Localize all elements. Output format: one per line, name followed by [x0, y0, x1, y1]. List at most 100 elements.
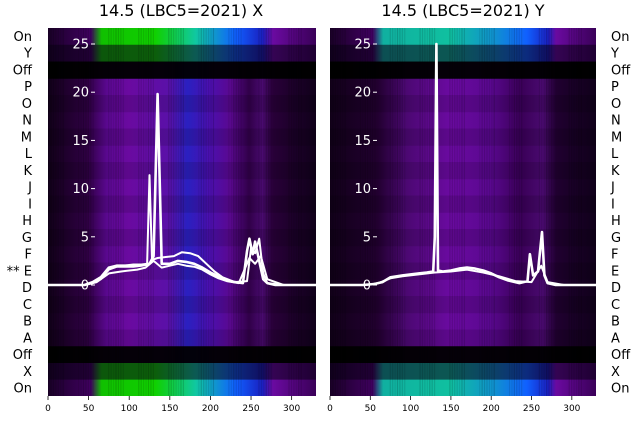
heatmap-row — [330, 28, 596, 46]
heatmap-streak — [330, 28, 332, 396]
heatmap-streak — [451, 28, 453, 396]
heatmap-streak — [258, 28, 260, 396]
row-label: P — [611, 80, 619, 95]
heatmap-streak — [538, 28, 540, 396]
heatmap-streak — [230, 28, 232, 396]
heatmap-streak — [364, 28, 366, 396]
heatmap-streak — [145, 28, 147, 396]
heatmap-streak — [431, 28, 433, 396]
x-tick-label: 200 — [483, 404, 500, 414]
heatmap-streak — [342, 28, 344, 396]
heatmap-streak — [516, 28, 518, 396]
row-label: O — [22, 97, 32, 112]
y-tick-label: 10 — [72, 182, 89, 197]
row-label: H — [22, 214, 32, 229]
row-label: On — [14, 382, 32, 397]
y-tick-label: 5 — [81, 230, 89, 245]
x-tick-label: 100 — [121, 404, 138, 414]
heatmap-streak — [389, 28, 391, 396]
heatmap-streak — [369, 28, 371, 396]
heatmap-streak — [483, 28, 486, 396]
heatmap-streak — [300, 28, 302, 396]
heatmap-streak — [295, 28, 297, 396]
heatmap-streak — [513, 28, 515, 396]
heatmap-streak — [55, 28, 57, 396]
row-label: On — [14, 30, 32, 45]
row-label: On — [611, 30, 629, 45]
row-label: P — [24, 80, 32, 95]
row-label: B — [23, 315, 32, 330]
heatmap-streak — [120, 28, 122, 396]
heatmap-streak — [421, 28, 424, 396]
x-tick-label: 250 — [242, 404, 259, 414]
heatmap-streak — [177, 28, 180, 396]
heatmap-streak — [344, 28, 346, 396]
heatmap-streak — [80, 28, 82, 396]
row-label: E — [611, 264, 619, 279]
row-label: X — [23, 365, 32, 380]
y-tick-label: 0 — [363, 279, 371, 294]
heatmap-streak — [454, 28, 456, 396]
heatmap-streak — [210, 28, 212, 396]
heatmap-streak — [173, 28, 175, 396]
heatmap-streak — [374, 28, 376, 396]
heatmap-streak — [521, 28, 523, 396]
heatmap-streak — [339, 28, 341, 396]
heatmap-streak — [394, 28, 396, 396]
heatmap-streak — [198, 28, 200, 396]
heatmap-row — [330, 61, 596, 79]
heatmap-streak — [568, 28, 570, 396]
row-label: F — [611, 248, 618, 263]
row-label: K — [611, 164, 620, 179]
heatmap-streak — [140, 28, 142, 396]
y-tick-label: 15 — [72, 134, 89, 149]
heatmap-row — [48, 195, 316, 213]
heatmap-row — [48, 296, 316, 314]
row-label: K — [23, 164, 32, 179]
heatmap-streak — [212, 28, 215, 396]
heatmap-streak — [48, 28, 50, 396]
heatmap-streak — [481, 28, 483, 396]
row-label: Off — [13, 348, 33, 363]
heatmap-streak — [396, 28, 399, 396]
heatmap-row — [330, 128, 596, 146]
heatmap-streak — [108, 28, 110, 396]
heatmap-streak — [404, 28, 406, 396]
heatmap-streak — [207, 28, 210, 396]
x-tick-label: 0 — [327, 404, 333, 414]
heatmap-streak — [573, 28, 575, 396]
heatmap-streak — [298, 28, 300, 396]
heatmap-streak — [168, 28, 170, 396]
heatmap-streak — [449, 28, 451, 396]
row-label: G — [22, 231, 32, 246]
heatmap-streak — [458, 28, 461, 396]
heatmap-row — [48, 329, 316, 347]
heatmap-streak — [578, 28, 580, 396]
heatmap-streak — [180, 28, 182, 396]
heatmap-streak — [541, 28, 543, 396]
heatmap-streak — [200, 28, 202, 396]
heatmap-streak — [170, 28, 172, 396]
heatmap-row-shade — [48, 44, 316, 62]
row-label: D — [611, 281, 621, 296]
heatmap-streak — [122, 28, 124, 396]
heatmap-streak — [491, 28, 493, 396]
heatmap-row — [48, 379, 316, 396]
heatmap-streak — [85, 28, 87, 396]
heatmap-streak — [456, 28, 458, 396]
heatmap-streak — [550, 28, 553, 396]
row-label: M — [611, 130, 622, 145]
heatmap-streak — [362, 28, 364, 396]
heatmap-row — [330, 229, 596, 247]
heatmap-streak — [92, 28, 94, 396]
heatmap-streak — [152, 28, 154, 396]
heatmap-streak — [424, 28, 426, 396]
heatmap-streak — [548, 28, 550, 396]
heatmap-streak — [238, 28, 240, 396]
heatmap-streak — [57, 28, 59, 396]
row-label: C — [23, 298, 32, 313]
row-label: X — [611, 365, 620, 380]
heatmap-streak — [288, 28, 290, 396]
heatmap-row-shade — [330, 363, 596, 380]
